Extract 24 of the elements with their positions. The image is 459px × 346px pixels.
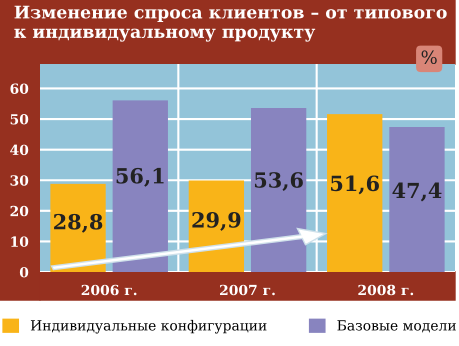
data-label: 29,9 bbox=[192, 212, 240, 231]
annotation: % bbox=[422, 50, 437, 64]
x-tick-label: 2008 г. bbox=[358, 284, 414, 296]
y-tick-label: 10 bbox=[11, 236, 28, 247]
bar bbox=[327, 114, 382, 272]
data-label: 28,8 bbox=[54, 214, 102, 233]
legend-label: Индивидуальные конфигурации bbox=[30, 320, 266, 334]
y-tick-label: 30 bbox=[10, 175, 28, 186]
data-label: 53,6 bbox=[254, 172, 303, 192]
y-tick-label: 20 bbox=[10, 206, 28, 216]
y-tick-label: 0 bbox=[20, 266, 28, 278]
x-tick-label: 2006 г. bbox=[82, 284, 136, 296]
legend-label: Базовые модели bbox=[337, 320, 456, 332]
y-tick-label: 40 bbox=[10, 144, 28, 156]
bar bbox=[112, 100, 168, 272]
y-tick-label: 50 bbox=[10, 114, 28, 125]
x-tick-label: 2007 г. bbox=[220, 284, 275, 296]
chart-title: Изменение спроса клиентов – от типового к индивидуальному продукту bbox=[14, 6, 447, 42]
data-label: 51,6 bbox=[331, 175, 379, 194]
data-label: 56,1 bbox=[116, 168, 164, 187]
data-label: 47,4 bbox=[392, 182, 442, 202]
bar bbox=[389, 127, 445, 272]
bar bbox=[250, 108, 306, 272]
y-tick-label: 60 bbox=[10, 83, 28, 94]
